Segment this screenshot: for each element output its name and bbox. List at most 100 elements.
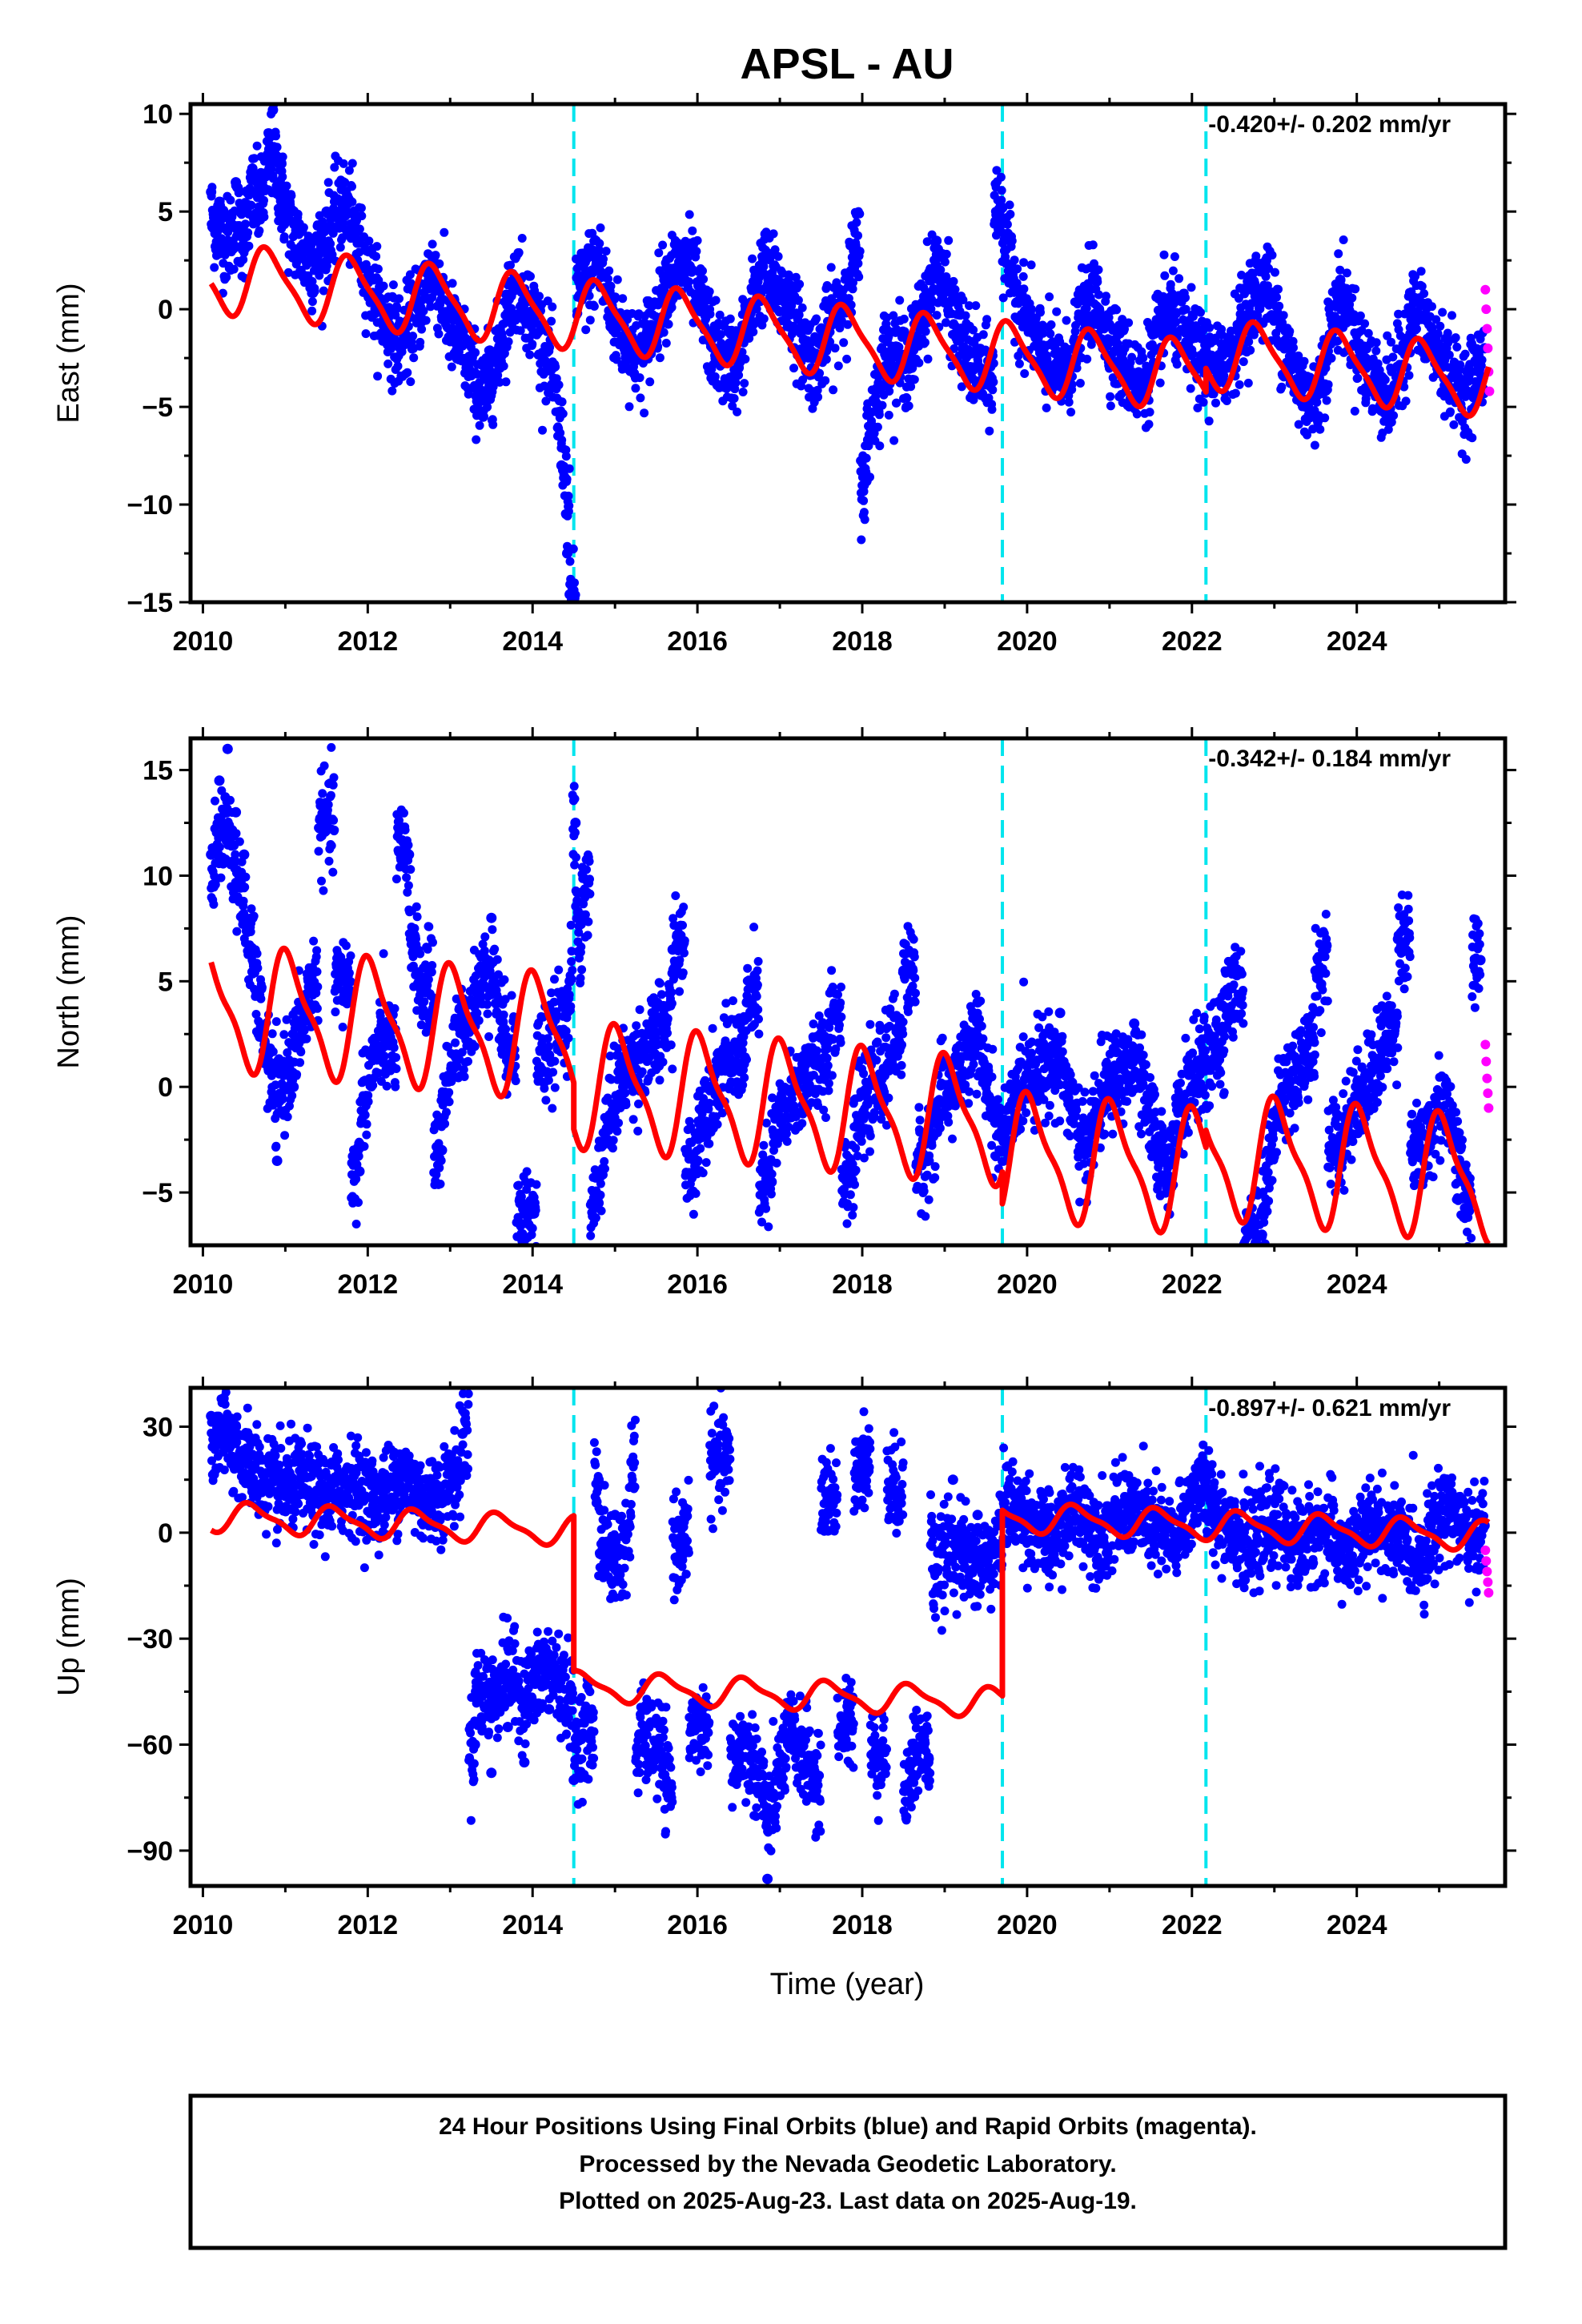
north-final-point-22	[544, 1050, 555, 1061]
up-y-tick-4: 30	[143, 1413, 173, 1443]
up-final-point-23	[626, 1457, 637, 1468]
east-y-tick-4: 5	[158, 197, 173, 227]
north-final-point-15	[404, 849, 415, 860]
up-final-orbits-cloud	[207, 1388, 1489, 1856]
east-final-point-37	[684, 245, 695, 256]
north-final-point-16	[420, 975, 431, 987]
east-plot-area	[206, 104, 1495, 602]
up-x-tick-2014: 2014	[502, 1910, 563, 1940]
east-final-point-3	[222, 210, 233, 221]
east-rate-label: -0.420+/- 0.202 mm/yr	[1208, 111, 1451, 138]
north-final-point-56	[1392, 934, 1403, 945]
north-final-point-21	[519, 1208, 530, 1219]
north-x-tick-2024: 2024	[1327, 1269, 1387, 1300]
up-final-point-39	[906, 1775, 917, 1786]
up-final-point-48	[1096, 1538, 1107, 1549]
up-final-point-61	[1417, 1562, 1428, 1574]
up-final-point-52	[1195, 1457, 1206, 1468]
east-final-point-19	[396, 343, 406, 354]
east-final-point-62	[1261, 255, 1271, 266]
east-final-point-63	[1285, 352, 1296, 364]
north-final-point-60	[1475, 955, 1486, 966]
up-final-point-1	[206, 1410, 217, 1421]
up-x-tick-2020: 2020	[997, 1910, 1058, 1940]
up-final-point-41	[927, 1527, 938, 1538]
up-y-tick-0: −90	[126, 1836, 173, 1867]
east-rapid-point-4	[1483, 343, 1493, 353]
east-y-tick-3: 0	[158, 295, 173, 325]
east-final-point-57	[1137, 372, 1148, 383]
north-plot-area	[206, 738, 1494, 1245]
north-final-point-41	[972, 997, 983, 1008]
north-y-tick-4: 15	[143, 756, 173, 786]
footer-box: 24 Hour Positions Using Final Orbits (bl…	[188, 2093, 1508, 2250]
north-final-point-46	[1104, 1071, 1115, 1082]
north-final-point-43	[1022, 1060, 1033, 1072]
up-plot-area	[206, 1388, 1494, 1886]
north-final-point-53	[1310, 965, 1321, 976]
east-final-point-2	[214, 196, 225, 207]
x-axis-label: Time (year)	[770, 1968, 925, 2001]
up-y-tick-3: 0	[158, 1518, 173, 1549]
east-final-point-34	[609, 324, 620, 334]
up-rapid-point-4	[1483, 1577, 1493, 1587]
east-final-point-30	[562, 548, 572, 559]
north-y-tick-1: 0	[158, 1072, 173, 1103]
north-final-point-2	[214, 775, 225, 786]
north-rapid-point-2	[1481, 1056, 1492, 1067]
up-final-point-3	[231, 1421, 242, 1432]
east-final-point-8	[263, 128, 275, 139]
north-final-point-23	[564, 975, 576, 987]
up-final-point-24	[634, 1746, 645, 1757]
up-final-point-11	[420, 1492, 431, 1503]
east-final-point-56	[1112, 343, 1123, 354]
east-final-point-68	[1409, 294, 1420, 305]
north-final-point-36	[849, 1166, 860, 1177]
up-final-point-42	[947, 1474, 958, 1486]
east-final-point-47	[906, 362, 917, 373]
east-final-point-51	[997, 202, 1008, 213]
up-final-point-58	[1343, 1562, 1354, 1574]
east-final-point-1	[206, 187, 217, 198]
up-final-point-51	[1170, 1545, 1181, 1556]
north-rate-label: -0.342+/- 0.184 mm/yr	[1208, 746, 1451, 772]
up-final-point-18	[544, 1703, 555, 1715]
up-rapid-point-1	[1480, 1545, 1491, 1555]
up-final-point-63	[1467, 1545, 1478, 1556]
north-final-point-38	[898, 965, 909, 976]
up-final-point-49	[1120, 1492, 1131, 1503]
north-rapid-point-4	[1483, 1088, 1493, 1099]
up-final-point-26	[676, 1538, 686, 1549]
north-x-tick-2014: 2014	[502, 1269, 563, 1300]
east-final-point-44	[849, 245, 860, 256]
north-final-point-48	[1162, 1144, 1173, 1156]
up-x-tick-2018: 2018	[832, 1910, 893, 1940]
east-x-tick-2020: 2020	[997, 626, 1058, 657]
north-final-point-44	[1054, 1007, 1066, 1019]
up-final-point-38	[889, 1485, 901, 1496]
up-final-point-44	[997, 1492, 1008, 1503]
north-final-point-17	[436, 1144, 448, 1156]
plot-title: APSL - AU	[740, 40, 954, 88]
north-final-point-47	[1129, 1018, 1140, 1029]
east-final-point-11	[284, 196, 295, 207]
east-final-point-9	[267, 104, 279, 115]
north-model-curve	[208, 945, 1491, 1245]
up-final-point-59	[1367, 1510, 1379, 1521]
east-final-point-31	[564, 589, 576, 600]
east-final-point-23	[461, 362, 472, 373]
north-final-point-58	[1442, 1081, 1453, 1092]
north-y-tick-2: 5	[158, 967, 173, 997]
north-final-point-26	[593, 1197, 604, 1208]
north-final-point-14	[379, 1039, 390, 1050]
up-x-tick-2024: 2024	[1327, 1910, 1387, 1940]
north-final-point-52	[1277, 1081, 1288, 1092]
up-final-point-45	[1022, 1510, 1033, 1521]
north-final-point-32	[741, 997, 753, 1008]
north-final-point-31	[717, 1050, 728, 1061]
up-final-point-27	[692, 1722, 703, 1732]
up-panel: 2010 2012 2014 2016 2018 2020 2022 2024 −90 −60 −3…	[52, 1377, 1516, 1940]
north-rapid-point-3	[1482, 1073, 1492, 1084]
east-final-point-52	[1014, 284, 1025, 296]
east-final-point-48	[931, 235, 942, 247]
